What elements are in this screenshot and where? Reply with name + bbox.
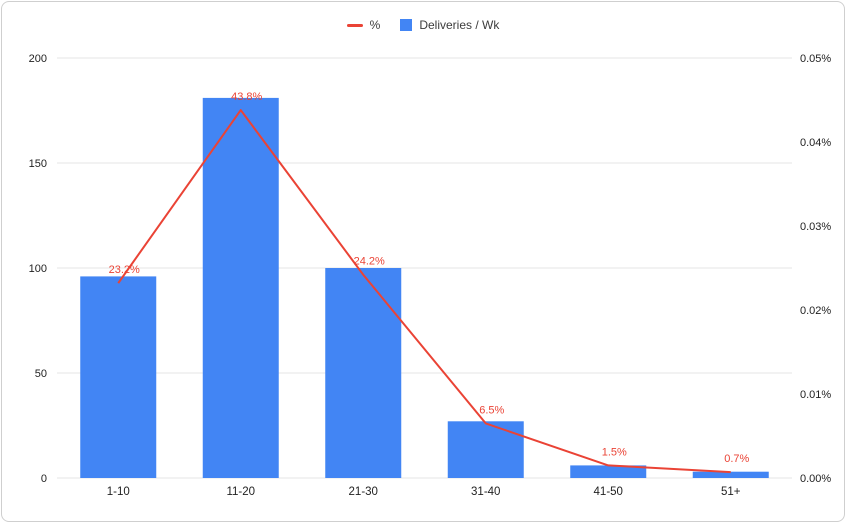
left-axis-tick-label: 100 [29,263,47,275]
left-axis-tick-label: 50 [35,368,47,380]
percent-line [117,109,731,474]
line-point-label: 6.5% [479,404,504,416]
x-axis-label: 41-50 [594,486,623,498]
right-axis-tick-label: 0.03% [800,221,831,233]
line-point-label: 0.7% [724,453,749,465]
line-point-label: 1.5% [602,446,627,458]
legend-label-deliveries: Deliveries / Wk [419,18,500,32]
bar [202,97,279,479]
line-point-label: 23.2% [109,264,140,276]
bar [570,465,647,478]
x-axis-label: 11-20 [226,486,255,498]
left-axis-tick-label: 200 [29,53,47,65]
line-point-label: 43.8% [231,91,262,103]
line-series-swatch-icon [346,23,363,27]
chart-legend: % Deliveries / Wk [0,18,846,32]
line-point-label: 24.2% [354,256,385,268]
left-axis-tick-label: 0 [41,473,47,485]
legend-item-percent: % [346,18,381,32]
right-axis-tick-label: 0.04% [800,137,831,149]
left-axis-tick-label: 150 [29,158,47,170]
legend-label-percent: % [369,18,381,32]
x-axis-label: 51+ [721,486,741,498]
right-axis-tick-label: 0.05% [800,53,831,65]
right-axis-tick-label: 0.00% [800,473,831,485]
x-axis-label: 1-10 [107,486,130,498]
bar [447,421,524,478]
bar-series-swatch-icon [400,19,413,31]
bar [692,471,769,478]
x-axis-label: 31-40 [471,486,500,498]
x-axis-label: 21-30 [349,486,378,498]
legend-item-deliveries: Deliveries / Wk [400,18,499,32]
bar [325,268,402,478]
right-axis-tick-label: 0.01% [800,389,831,401]
bar [80,276,157,478]
right-axis-tick-label: 0.02% [800,305,831,317]
